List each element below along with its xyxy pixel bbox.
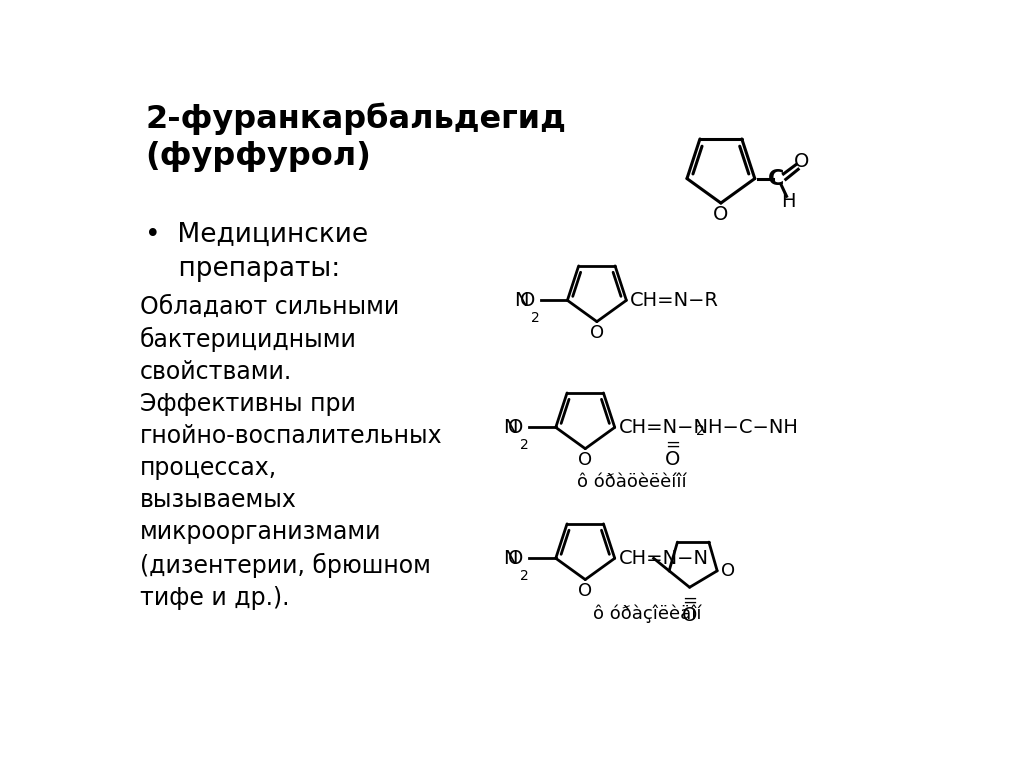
Text: ô óðàçîëèäîí: ô óðàçîëèäîí <box>593 604 701 623</box>
Text: O: O <box>713 205 728 224</box>
Text: Обладают сильными
бактерицидными
свойствами.
Эффективны при
гнойно-воспалительны: Обладают сильными бактерицидными свойств… <box>139 295 442 610</box>
Text: N: N <box>503 549 517 568</box>
Text: 2: 2 <box>519 569 528 583</box>
Text: 2: 2 <box>696 424 706 439</box>
Text: O: O <box>682 606 697 625</box>
Text: N: N <box>503 418 517 437</box>
Text: 2: 2 <box>531 311 540 325</box>
Text: =: = <box>666 435 680 453</box>
Text: O: O <box>665 450 680 469</box>
Text: ô óðàöèëèíîí: ô óðàöèëèíîí <box>577 473 686 492</box>
Text: O: O <box>508 549 523 568</box>
Text: O: O <box>519 291 535 310</box>
Text: O: O <box>794 152 809 171</box>
Text: O: O <box>721 562 735 580</box>
Text: 2: 2 <box>519 439 528 452</box>
Text: =: = <box>682 591 697 609</box>
Text: •  Медицинские
    препараты:: • Медицинские препараты: <box>145 221 369 282</box>
Text: 2-фуранкарбальдегид
(фурфурол): 2-фуранкарбальдегид (фурфурол) <box>145 102 566 171</box>
Text: O: O <box>508 418 523 437</box>
Text: CH=N−R: CH=N−R <box>630 291 719 310</box>
Text: H: H <box>781 192 796 211</box>
Text: CH=N−N: CH=N−N <box>618 549 709 568</box>
Text: CH=N−NH−C−NH: CH=N−NH−C−NH <box>618 418 799 437</box>
Text: O: O <box>579 582 592 600</box>
Text: O: O <box>579 451 592 469</box>
Text: C: C <box>768 168 784 189</box>
Text: O: O <box>590 324 604 342</box>
Text: N: N <box>514 291 529 310</box>
